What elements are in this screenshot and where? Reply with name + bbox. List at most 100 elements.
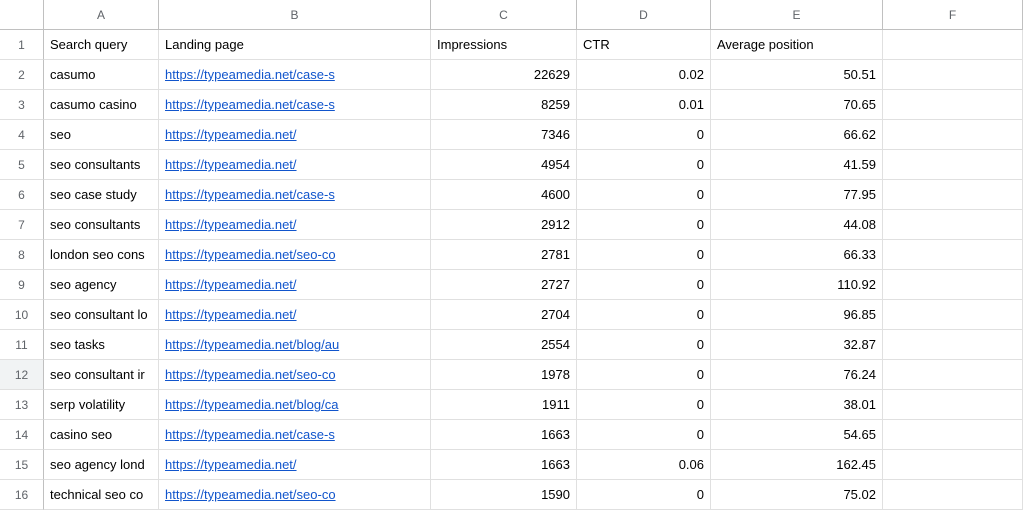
cell-landing-11[interactable]: https://typeamedia.net/blog/au <box>159 330 431 360</box>
cell-impressions-9[interactable]: 2727 <box>431 270 577 300</box>
cell-query-12[interactable]: seo consultant ir <box>44 360 159 390</box>
cell-ctr-12[interactable]: 0 <box>577 360 711 390</box>
cell-impressions-16[interactable]: 1590 <box>431 480 577 510</box>
cell-landing-2-link[interactable]: https://typeamedia.net/case-s <box>165 67 335 82</box>
cell-ctr-3[interactable]: 0.01 <box>577 90 711 120</box>
cell-avgpos-7[interactable]: 44.08 <box>711 210 883 240</box>
cell-ctr-13[interactable]: 0 <box>577 390 711 420</box>
col-head-E[interactable]: E <box>711 0 883 30</box>
cell-avgpos-8[interactable]: 66.33 <box>711 240 883 270</box>
row-head-14[interactable]: 14 <box>0 420 44 450</box>
row-head-3[interactable]: 3 <box>0 90 44 120</box>
cell-ctr-10[interactable]: 0 <box>577 300 711 330</box>
cell-avgpos-3[interactable]: 70.65 <box>711 90 883 120</box>
cell-query-4[interactable]: seo <box>44 120 159 150</box>
cell-impressions-8[interactable]: 2781 <box>431 240 577 270</box>
cell-landing-15-link[interactable]: https://typeamedia.net/ <box>165 457 297 472</box>
cell-landing-8-link[interactable]: https://typeamedia.net/seo-co <box>165 247 336 262</box>
cell-F14[interactable] <box>883 420 1023 450</box>
cell-F4[interactable] <box>883 120 1023 150</box>
cell-landing-3-link[interactable]: https://typeamedia.net/case-s <box>165 97 335 112</box>
row-head-8[interactable]: 8 <box>0 240 44 270</box>
cell-landing-13-link[interactable]: https://typeamedia.net/blog/ca <box>165 397 338 412</box>
cell-impressions-5[interactable]: 4954 <box>431 150 577 180</box>
cell-avgpos-15[interactable]: 162.45 <box>711 450 883 480</box>
header-query[interactable]: Search query <box>44 30 159 60</box>
cell-query-15[interactable]: seo agency lond <box>44 450 159 480</box>
cell-landing-6[interactable]: https://typeamedia.net/case-s <box>159 180 431 210</box>
cell-landing-9[interactable]: https://typeamedia.net/ <box>159 270 431 300</box>
cell-landing-12[interactable]: https://typeamedia.net/seo-co <box>159 360 431 390</box>
col-head-D[interactable]: D <box>577 0 711 30</box>
cell-landing-14-link[interactable]: https://typeamedia.net/case-s <box>165 427 335 442</box>
cell-landing-10[interactable]: https://typeamedia.net/ <box>159 300 431 330</box>
cell-ctr-5[interactable]: 0 <box>577 150 711 180</box>
cell-impressions-6[interactable]: 4600 <box>431 180 577 210</box>
cell-query-9[interactable]: seo agency <box>44 270 159 300</box>
cell-landing-14[interactable]: https://typeamedia.net/case-s <box>159 420 431 450</box>
cell-F13[interactable] <box>883 390 1023 420</box>
row-head-13[interactable]: 13 <box>0 390 44 420</box>
cell-impressions-15[interactable]: 1663 <box>431 450 577 480</box>
cell-query-7[interactable]: seo consultants <box>44 210 159 240</box>
cell-query-3[interactable]: casumo casino <box>44 90 159 120</box>
cell-F16[interactable] <box>883 480 1023 510</box>
cell-impressions-11[interactable]: 2554 <box>431 330 577 360</box>
cell-landing-7[interactable]: https://typeamedia.net/ <box>159 210 431 240</box>
cell-F7[interactable] <box>883 210 1023 240</box>
cell-query-13[interactable]: serp volatility <box>44 390 159 420</box>
cell-query-2[interactable]: casumo <box>44 60 159 90</box>
cell-landing-9-link[interactable]: https://typeamedia.net/ <box>165 277 297 292</box>
cell-query-10[interactable]: seo consultant lo <box>44 300 159 330</box>
row-head-16[interactable]: 16 <box>0 480 44 510</box>
cell-avgpos-11[interactable]: 32.87 <box>711 330 883 360</box>
cell-landing-10-link[interactable]: https://typeamedia.net/ <box>165 307 297 322</box>
cell-avgpos-16[interactable]: 75.02 <box>711 480 883 510</box>
cell-impressions-3[interactable]: 8259 <box>431 90 577 120</box>
cell-avgpos-2[interactable]: 50.51 <box>711 60 883 90</box>
cell-landing-8[interactable]: https://typeamedia.net/seo-co <box>159 240 431 270</box>
cell-F3[interactable] <box>883 90 1023 120</box>
cell-landing-2[interactable]: https://typeamedia.net/case-s <box>159 60 431 90</box>
cell-F8[interactable] <box>883 240 1023 270</box>
cell-avgpos-4[interactable]: 66.62 <box>711 120 883 150</box>
cell-query-5[interactable]: seo consultants <box>44 150 159 180</box>
cell-ctr-4[interactable]: 0 <box>577 120 711 150</box>
cell-landing-5[interactable]: https://typeamedia.net/ <box>159 150 431 180</box>
cell-ctr-6[interactable]: 0 <box>577 180 711 210</box>
cell-F15[interactable] <box>883 450 1023 480</box>
cell-avgpos-6[interactable]: 77.95 <box>711 180 883 210</box>
cell-F10[interactable] <box>883 300 1023 330</box>
cell-ctr-2[interactable]: 0.02 <box>577 60 711 90</box>
cell-landing-4-link[interactable]: https://typeamedia.net/ <box>165 127 297 142</box>
cell-landing-15[interactable]: https://typeamedia.net/ <box>159 450 431 480</box>
row-head-11[interactable]: 11 <box>0 330 44 360</box>
row-head-2[interactable]: 2 <box>0 60 44 90</box>
col-head-C[interactable]: C <box>431 0 577 30</box>
cell-F2[interactable] <box>883 60 1023 90</box>
cell-impressions-14[interactable]: 1663 <box>431 420 577 450</box>
row-head-7[interactable]: 7 <box>0 210 44 240</box>
cell-query-14[interactable]: casino seo <box>44 420 159 450</box>
row-head-10[interactable]: 10 <box>0 300 44 330</box>
cell-query-8[interactable]: london seo cons <box>44 240 159 270</box>
cell-impressions-4[interactable]: 7346 <box>431 120 577 150</box>
cell-query-6[interactable]: seo case study <box>44 180 159 210</box>
cell-F11[interactable] <box>883 330 1023 360</box>
col-head-B[interactable]: B <box>159 0 431 30</box>
cell-F9[interactable] <box>883 270 1023 300</box>
cell-landing-16[interactable]: https://typeamedia.net/seo-co <box>159 480 431 510</box>
col-head-F[interactable]: F <box>883 0 1023 30</box>
cell-landing-16-link[interactable]: https://typeamedia.net/seo-co <box>165 487 336 502</box>
cell-avgpos-5[interactable]: 41.59 <box>711 150 883 180</box>
cell-impressions-10[interactable]: 2704 <box>431 300 577 330</box>
cell-F1[interactable] <box>883 30 1023 60</box>
header-impressions[interactable]: Impressions <box>431 30 577 60</box>
cell-impressions-12[interactable]: 1978 <box>431 360 577 390</box>
cell-ctr-8[interactable]: 0 <box>577 240 711 270</box>
cell-avgpos-14[interactable]: 54.65 <box>711 420 883 450</box>
cell-landing-11-link[interactable]: https://typeamedia.net/blog/au <box>165 337 339 352</box>
cell-avgpos-10[interactable]: 96.85 <box>711 300 883 330</box>
cell-query-16[interactable]: technical seo co <box>44 480 159 510</box>
cell-ctr-11[interactable]: 0 <box>577 330 711 360</box>
